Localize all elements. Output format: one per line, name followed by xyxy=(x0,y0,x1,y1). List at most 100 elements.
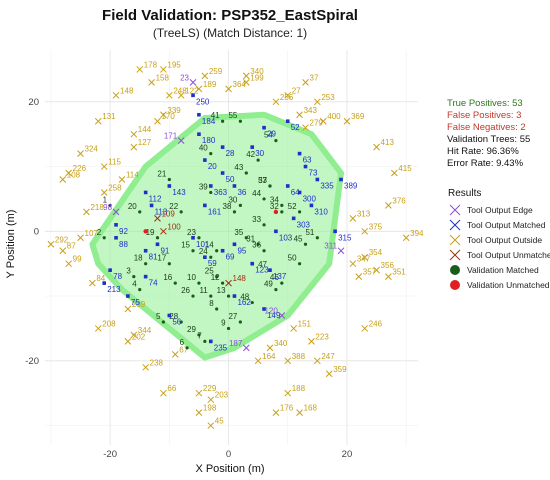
tool-outside-label: 67 xyxy=(179,345,188,354)
tool-matched-label: 161 xyxy=(208,207,222,216)
chart-title: Field Validation: PSP352_EastSpiral xyxy=(102,7,358,24)
validation-matched-label: 29 xyxy=(187,325,196,334)
tool-outside-point xyxy=(100,189,108,196)
tool-edge-point xyxy=(177,137,185,145)
tool-outside-label: 400 xyxy=(327,112,341,121)
validation-matched-label: 21 xyxy=(157,170,166,179)
tool-matched-point xyxy=(203,255,207,260)
validation-matched-point xyxy=(215,307,219,311)
tool-unmatched-label: 109 xyxy=(161,209,175,218)
validation-matched-label: 32 xyxy=(270,202,279,211)
tool-outside-label: 238 xyxy=(150,358,164,367)
validation-matched-label: 6 xyxy=(180,338,185,347)
tool-matched-label: 112 xyxy=(149,194,162,203)
validation-matched-point xyxy=(297,210,302,214)
stats-hit-rate: Hit Rate: 96.36% xyxy=(447,146,519,157)
tool-matched-label: 20 xyxy=(208,162,217,171)
tool-matched-label: 36 xyxy=(237,188,246,197)
tool-outside-point xyxy=(302,79,309,86)
tool-outside-point xyxy=(284,389,292,397)
tool-outside-label: 292 xyxy=(55,235,69,244)
tool-matched-label: 101 xyxy=(196,240,210,249)
validation-matched-point xyxy=(161,320,166,324)
tool-outside-label: 359 xyxy=(333,365,347,374)
tool-outside-label: 354 xyxy=(369,248,383,257)
tool-outside-label: 340 xyxy=(274,339,288,348)
tool-outside-label: 84 xyxy=(96,274,105,283)
tool-outside-point xyxy=(201,72,209,80)
tool-matched-label: 59 xyxy=(208,259,217,268)
tool-outside-label: 198 xyxy=(203,404,217,413)
tool-outside-label: 158 xyxy=(156,73,170,82)
tool-matched-label: 88 xyxy=(119,240,128,249)
legend-item: Validation Matched xyxy=(450,265,539,275)
validation-matched-point xyxy=(280,203,284,208)
validation-matched-label: 40 xyxy=(199,144,208,153)
legend-marker xyxy=(450,280,460,290)
validation-matched-label: 27 xyxy=(228,312,237,321)
tool-matched-point xyxy=(143,274,148,279)
validation-matched-point xyxy=(303,242,308,246)
tool-outside-label: 151 xyxy=(298,319,312,328)
tool-matched-label: 92 xyxy=(119,227,128,236)
tool-outside-label: 324 xyxy=(85,145,99,154)
validation-matched-point xyxy=(144,262,148,266)
tool-outside-point xyxy=(118,176,126,183)
tool-outside-point xyxy=(130,130,138,138)
tool-outside-point xyxy=(207,396,215,404)
tool-outside-point xyxy=(83,208,90,216)
axis-ticks: -20 0 20 20 0 -20 xyxy=(25,97,352,460)
tool-outside-label: 313 xyxy=(357,209,371,218)
legend-item: Tool Output Outside xyxy=(449,234,542,246)
legend-label: Tool Output Edge xyxy=(467,205,533,215)
validation-matched-label: 51 xyxy=(305,228,314,237)
validation-matched-label: 7 xyxy=(197,331,202,340)
validation-matched-label: 1 xyxy=(103,195,108,204)
tool-outside-point xyxy=(349,260,357,268)
tool-outside-point xyxy=(77,150,84,157)
validation-matched-label: 20 xyxy=(128,202,137,211)
tool-outside-point xyxy=(242,72,250,80)
tool-matched-label: 30 xyxy=(255,149,264,158)
validation-unmatched-point xyxy=(143,229,148,234)
tool-outside-label: 188 xyxy=(292,384,306,393)
tool-outside-point xyxy=(136,66,144,73)
tool-edge-point xyxy=(242,344,250,352)
tool-edge-label: 171 xyxy=(164,132,178,141)
tool-outside-point xyxy=(124,305,132,313)
legend-label: Validation Unmatched xyxy=(467,280,550,290)
tool-outside-label: 364 xyxy=(233,80,247,89)
validation-matched-label: 35 xyxy=(234,228,243,237)
tool-matched-label: 69 xyxy=(226,253,235,262)
validation-matched-point xyxy=(197,333,201,337)
validation-matched-point xyxy=(238,320,242,324)
validation-matched-point xyxy=(238,203,242,208)
validation-matched-label: 17 xyxy=(157,254,166,263)
tool-outside-point xyxy=(296,111,303,119)
y-tick-label: -20 xyxy=(25,356,39,367)
validation-matched-label: 26 xyxy=(181,286,190,295)
tool-matched-point xyxy=(126,294,130,298)
validation-matched-point xyxy=(185,346,189,350)
validation-matched-label: 14 xyxy=(205,241,214,250)
tool-matched-label: 56 xyxy=(172,317,181,326)
tool-matched-point xyxy=(232,184,237,188)
tool-outside-point xyxy=(142,363,150,371)
tool-outside-point xyxy=(254,357,262,365)
validation-matched-point xyxy=(167,177,171,182)
tool-matched-point xyxy=(262,125,266,130)
validation-matched-layer: 1202140554139221923182338425443534452455… xyxy=(97,111,319,350)
validation-matched-label: 11 xyxy=(199,286,208,295)
tool-outside-point xyxy=(59,247,67,255)
validation-matched-point xyxy=(138,287,142,292)
validation-matched-label: 13 xyxy=(217,286,226,295)
tool-outside-label: 259 xyxy=(209,67,223,76)
tool-outside-label: 347 xyxy=(357,255,371,264)
tool-outside-label: 178 xyxy=(144,60,158,69)
tool-matched-label: 250 xyxy=(196,97,210,106)
validation-matched-label: 45 xyxy=(294,234,303,243)
tool-outside-point xyxy=(349,215,357,222)
tool-outside-label: 376 xyxy=(392,196,406,205)
